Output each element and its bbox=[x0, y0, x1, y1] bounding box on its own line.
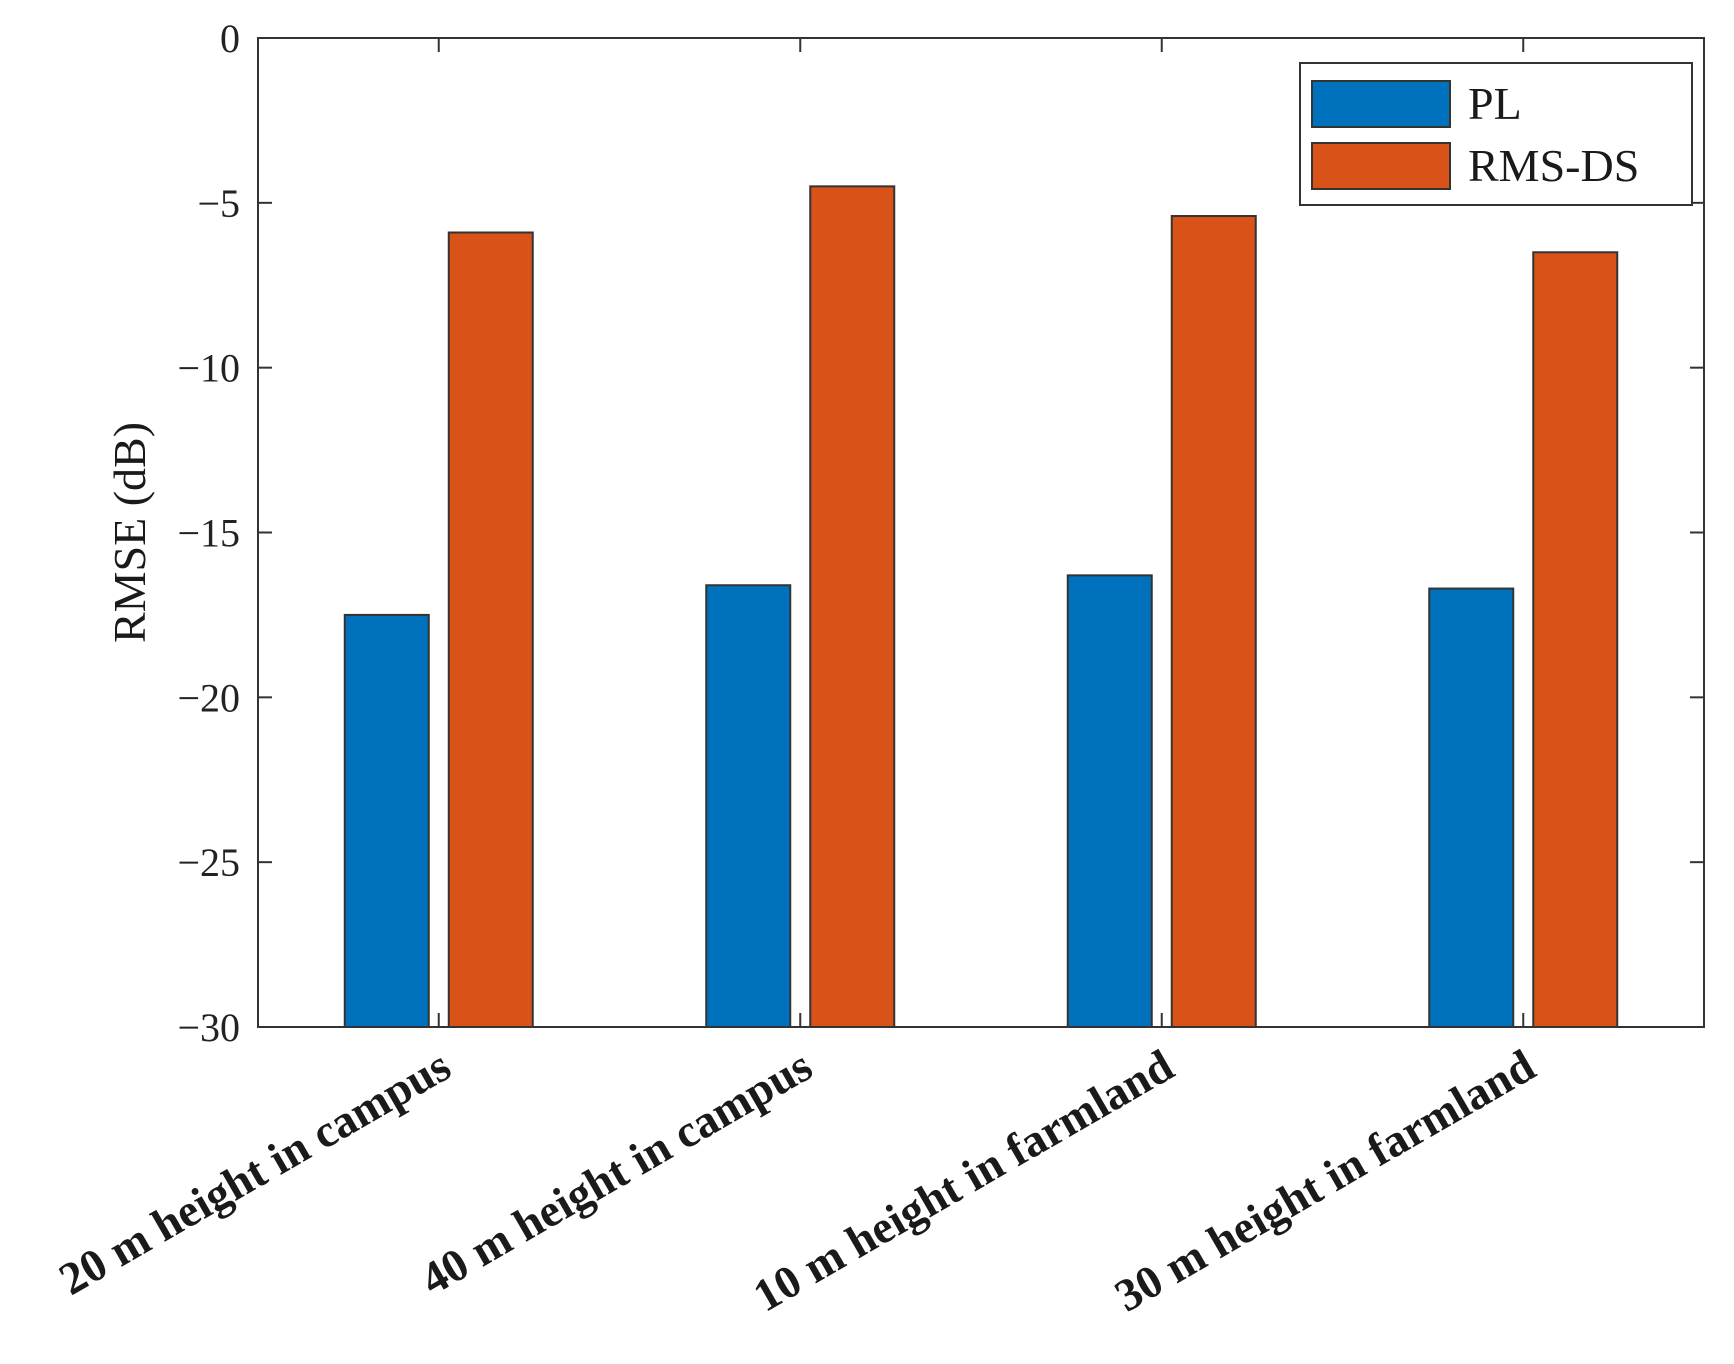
legend-label-pl: PL bbox=[1468, 78, 1522, 129]
bar-rms-ds-2 bbox=[809, 185, 896, 1029]
y-tick-label: −30 bbox=[177, 1005, 240, 1050]
legend-swatch-rms-ds bbox=[1311, 142, 1451, 190]
bar-pl-3 bbox=[1066, 574, 1153, 1029]
y-axis-title: RMSE (dB) bbox=[104, 422, 155, 643]
bar-pl-1 bbox=[343, 613, 430, 1029]
bar-rms-ds-4 bbox=[1532, 251, 1619, 1029]
y-tick-label: −25 bbox=[177, 840, 240, 885]
y-tick-label: −5 bbox=[197, 181, 240, 226]
legend-label-rms-ds: RMS-DS bbox=[1468, 140, 1639, 191]
y-tick-label: −10 bbox=[177, 346, 240, 391]
legend: PL RMS-DS bbox=[1299, 62, 1693, 206]
bars-layer bbox=[343, 185, 1619, 1029]
bar-pl-2 bbox=[705, 584, 792, 1028]
bar-rms-ds-1 bbox=[447, 231, 534, 1028]
y-tick-label: 0 bbox=[220, 16, 240, 61]
bar-pl-4 bbox=[1428, 587, 1515, 1028]
bar-rms-ds-3 bbox=[1170, 215, 1257, 1028]
y-tick-label: −15 bbox=[177, 511, 240, 556]
y-tick-label: −20 bbox=[177, 675, 240, 720]
legend-swatch-pl bbox=[1311, 80, 1451, 128]
y-axis: 0 −5 −10 −15 −20 −25 −30 bbox=[177, 16, 1704, 1050]
